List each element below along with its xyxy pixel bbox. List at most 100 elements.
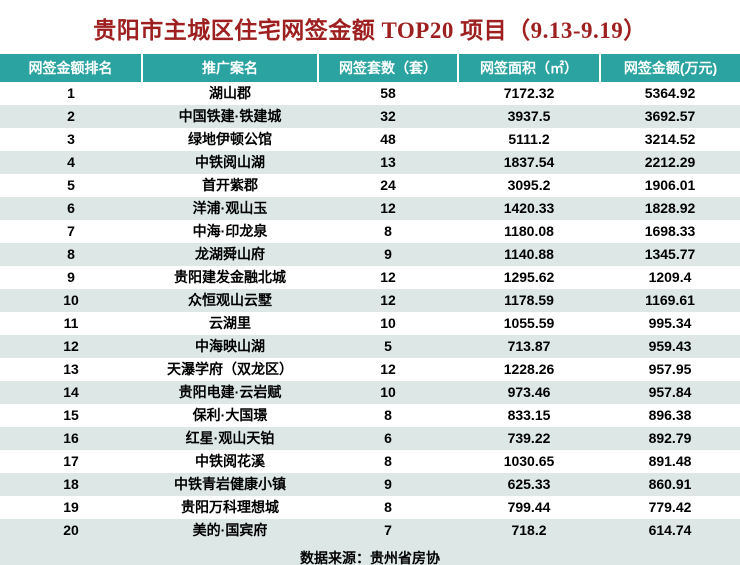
cell-area: 625.33 [507,476,551,492]
data-source: 数据来源：贵州省房协 [0,542,740,565]
cell-rank: 9 [67,269,75,285]
table-row: 20 美的·国宾府 7 718.2 614.74 [0,519,740,542]
cell-rank: 4 [67,154,75,170]
cell-project-name: 湖山郡 [209,85,251,101]
cell-amount: 957.84 [648,384,692,400]
cell-amount: 1169.61 [645,292,695,308]
cell-project-name: 中海·印龙泉 [192,223,268,239]
cell-amount: 5364.92 [644,85,696,101]
table-row: 4 中铁阅山湖 13 1837.54 2212.29 [0,151,740,174]
cell-area: 713.87 [507,338,551,354]
table-row: 13 天瀑学府（双龙区） 12 1228.26 957.95 [0,358,740,381]
cell-project-name: 众恒观山云墅 [188,292,272,308]
cell-amount: 860.91 [648,476,692,492]
table-row: 7 中海·印龙泉 8 1180.08 1698.33 [0,220,740,243]
cell-rank: 11 [63,315,79,331]
cell-amount: 1828.92 [644,200,696,216]
cell-project-name: 洋浦·观山玉 [192,200,268,216]
cell-rank: 10 [63,292,79,308]
cell-rank: 19 [63,499,79,515]
cell-amount: 1906.01 [644,177,696,193]
table-row: 8 龙湖舜山府 9 1140.88 1345.77 [0,243,740,266]
table-row: 18 中铁青岩健康小镇 9 625.33 860.91 [0,473,740,496]
cell-amount: 779.42 [648,499,692,515]
col-header-rank: 网签金额排名 [0,54,142,82]
cell-project-name: 龙湖舜山府 [195,246,265,262]
cell-units: 8 [384,223,392,239]
cell-rank: 13 [63,361,79,377]
cell-rank: 16 [63,430,79,446]
table-row: 6 洋浦·观山玉 12 1420.33 1828.92 [0,197,740,220]
cell-units: 9 [384,476,392,492]
cell-rank: 18 [63,476,79,492]
col-header-project: 推广案名 [141,54,318,82]
cell-rank: 8 [67,246,75,262]
cell-rank: 14 [63,384,79,400]
cell-project-name: 中铁阅山湖 [195,154,265,170]
col-header-units: 网签套数（套） [317,54,458,82]
cell-units: 8 [384,407,392,423]
cell-project-name: 中国铁建·铁建城 [178,108,282,124]
cell-amount: 891.48 [648,453,692,469]
cell-project-name: 云湖里 [209,315,251,331]
cell-project-name: 红星·观山天铂 [185,430,275,446]
cell-amount: 995.34 [648,315,692,331]
table-row: 3 绿地伊顿公馆 48 5111.2 3214.52 [0,128,740,151]
cell-amount: 1209.4 [648,269,692,285]
table-row: 2 中国铁建·铁建城 32 3937.5 3692.57 [0,105,740,128]
cell-rank: 5 [67,177,75,193]
table-row: 15 保利·大国璟 8 833.15 896.38 [0,404,740,427]
cell-amount: 3692.57 [644,108,696,124]
cell-area: 1030.65 [503,453,555,469]
table-row: 9 贵阳建发金融北城 12 1295.62 1209.4 [0,266,740,289]
cell-project-name: 美的·国宾府 [192,522,268,538]
cell-units: 58 [380,85,396,101]
cell-units: 8 [384,499,392,515]
cell-units: 24 [380,177,396,193]
cell-area: 799.44 [507,499,551,515]
cell-project-name: 绿地伊顿公馆 [188,131,272,147]
cell-units: 12 [380,361,396,377]
cell-amount: 1698.33 [644,223,696,239]
cell-rank: 6 [67,200,75,216]
cell-amount: 957.95 [648,361,692,377]
cell-area: 1837.54 [503,154,555,170]
cell-rank: 2 [67,108,75,124]
cell-units: 12 [380,269,396,285]
cell-project-name: 中海映山湖 [195,338,265,354]
cell-rank: 15 [63,407,79,423]
cell-area: 833.15 [507,407,551,423]
table-row: 5 首开紫郡 24 3095.2 1906.01 [0,174,740,197]
table-row: 17 中铁阅花溪 8 1030.65 891.48 [0,450,740,473]
table-row: 19 贵阳万科理想城 8 799.44 779.42 [0,496,740,519]
table-row: 1 湖山郡 58 7172.32 5364.92 [0,82,740,105]
cell-area: 1140.88 [504,246,554,262]
table-row: 12 中海映山湖 5 713.87 959.43 [0,335,740,358]
cell-amount: 896.38 [648,407,692,423]
col-header-area: 网签面积（㎡） [457,54,600,82]
cell-amount: 2212.29 [644,154,696,170]
cell-rank: 1 [67,85,75,101]
cell-units: 12 [380,200,396,216]
cell-rank: 12 [63,338,79,354]
cell-area: 1420.33 [503,200,555,216]
cell-area: 739.22 [507,430,551,446]
table-row: 11 云湖里 10 1055.59 995.34 [0,312,740,335]
page-title: 贵阳市主城区住宅网签金额 TOP20 项目（9.13-9.19） [93,18,647,43]
cell-area: 5111.2 [508,131,550,147]
table-row: 16 红星·观山天铂 6 739.22 892.79 [0,427,740,450]
cell-area: 7172.32 [503,85,555,101]
cell-area: 1055.59 [503,315,555,331]
cell-project-name: 天瀑学府（双龙区） [167,361,293,377]
cell-units: 10 [380,315,396,331]
cell-units: 5 [384,338,392,354]
cell-project-name: 首开紫郡 [202,177,258,193]
cell-area: 1178.59 [504,292,554,308]
cell-units: 6 [384,430,392,446]
cell-area: 1228.26 [503,361,555,377]
cell-units: 32 [380,108,396,124]
cell-area: 3095.2 [507,177,551,193]
cell-area: 1180.08 [504,223,554,239]
cell-area: 973.46 [507,384,551,400]
cell-area: 718.2 [511,522,547,538]
